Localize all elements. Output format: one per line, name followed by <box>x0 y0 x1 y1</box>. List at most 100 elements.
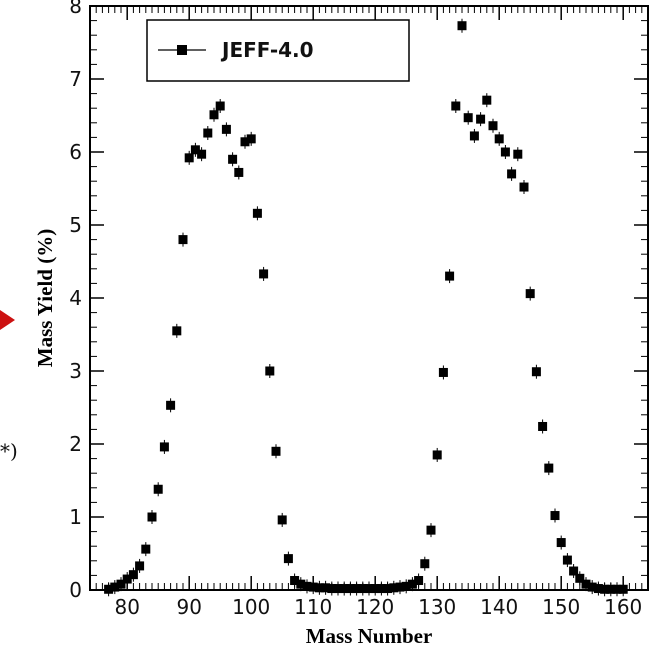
red-arrow-icon <box>0 310 15 330</box>
data-point <box>308 582 318 592</box>
data-point <box>197 149 207 159</box>
data-point <box>531 367 541 377</box>
data-point <box>600 584 610 594</box>
data-point <box>135 561 145 571</box>
data-point <box>271 446 281 456</box>
data-point <box>203 128 213 138</box>
legend: JEFF-4.0 <box>146 19 410 82</box>
data-point <box>445 271 455 281</box>
data-point <box>364 584 374 594</box>
x-tick-label: 110 <box>294 595 332 619</box>
data-point <box>221 124 231 134</box>
data-point <box>569 566 579 576</box>
data-point <box>556 538 566 548</box>
data-point <box>352 584 362 594</box>
legend-marker <box>177 45 187 55</box>
data-point <box>122 574 132 584</box>
data-point <box>469 131 479 141</box>
y-tick-label: 5 <box>69 213 82 237</box>
data-point <box>184 153 194 163</box>
y-tick-label: 3 <box>69 359 82 383</box>
data-point <box>463 113 473 123</box>
x-tick-label: 130 <box>418 595 456 619</box>
data-point <box>327 584 337 594</box>
data-point <box>383 584 393 594</box>
data-point <box>581 579 591 589</box>
data-point <box>476 114 486 124</box>
data-point <box>426 525 436 535</box>
data-point <box>116 579 126 589</box>
data-point <box>519 182 529 192</box>
data-point <box>209 110 219 120</box>
legend-label: JEFF-4.0 <box>220 38 314 62</box>
data-points <box>104 18 628 597</box>
data-point <box>401 581 411 591</box>
data-point <box>395 582 405 592</box>
y-tick-label: 7 <box>69 67 82 91</box>
y-tick-label: 4 <box>69 286 82 310</box>
data-point <box>128 570 138 580</box>
data-point <box>321 583 331 593</box>
x-tick-labels: 80 90 100 110 120 130 140 150 160 <box>114 595 642 619</box>
data-point <box>432 450 442 460</box>
plot-frame <box>89 5 649 591</box>
data-point <box>500 147 510 157</box>
data-point <box>507 169 517 179</box>
data-point <box>296 579 306 589</box>
data-point <box>606 584 616 594</box>
data-point <box>178 235 188 245</box>
data-point <box>190 145 200 155</box>
y-tick-label: 6 <box>69 140 82 164</box>
data-point <box>587 582 597 592</box>
data-point <box>376 584 386 594</box>
data-point <box>153 484 163 494</box>
data-point <box>283 554 293 564</box>
data-point <box>240 137 250 147</box>
data-point <box>290 576 300 586</box>
y-tick-labels: 0 1 2 3 4 5 6 7 8 <box>69 0 82 602</box>
data-point <box>166 400 176 410</box>
data-point <box>457 21 467 31</box>
data-point <box>575 573 585 583</box>
x-axis-title: Mass Number <box>306 624 433 648</box>
x-tick-label: 150 <box>542 595 580 619</box>
y-tick-label: 1 <box>69 505 82 529</box>
data-point <box>314 583 324 593</box>
y-tick-label: 8 <box>69 0 82 18</box>
data-point <box>494 134 504 144</box>
data-point <box>215 101 225 111</box>
axis-ticks <box>89 5 649 591</box>
data-point <box>104 584 114 594</box>
data-point <box>333 584 343 594</box>
data-point <box>172 326 182 336</box>
data-point <box>593 584 603 594</box>
data-point <box>302 581 312 591</box>
data-point <box>544 463 554 473</box>
data-point <box>141 544 151 554</box>
data-point <box>339 584 349 594</box>
data-point <box>252 208 262 218</box>
data-point <box>389 583 399 593</box>
x-tick-label: 100 <box>232 595 270 619</box>
data-point <box>513 149 523 159</box>
side-text-fragment: *) <box>0 439 18 463</box>
data-point <box>246 134 256 144</box>
data-point <box>265 366 275 376</box>
data-point <box>488 121 498 131</box>
x-tick-label: 120 <box>356 595 394 619</box>
y-tick-label: 0 <box>69 578 82 602</box>
data-point <box>277 515 287 525</box>
data-point <box>345 584 355 594</box>
data-point <box>358 584 368 594</box>
data-point <box>228 154 238 164</box>
data-point <box>438 367 448 377</box>
x-tick-label: 90 <box>176 595 201 619</box>
data-point <box>110 582 120 592</box>
y-tick-label: 2 <box>69 432 82 456</box>
y-axis-title: Mass Yield (%) <box>33 229 57 367</box>
data-point <box>234 167 244 177</box>
data-point <box>414 576 424 586</box>
x-tick-label: 160 <box>604 595 642 619</box>
data-point <box>420 559 430 569</box>
data-point <box>538 421 548 431</box>
